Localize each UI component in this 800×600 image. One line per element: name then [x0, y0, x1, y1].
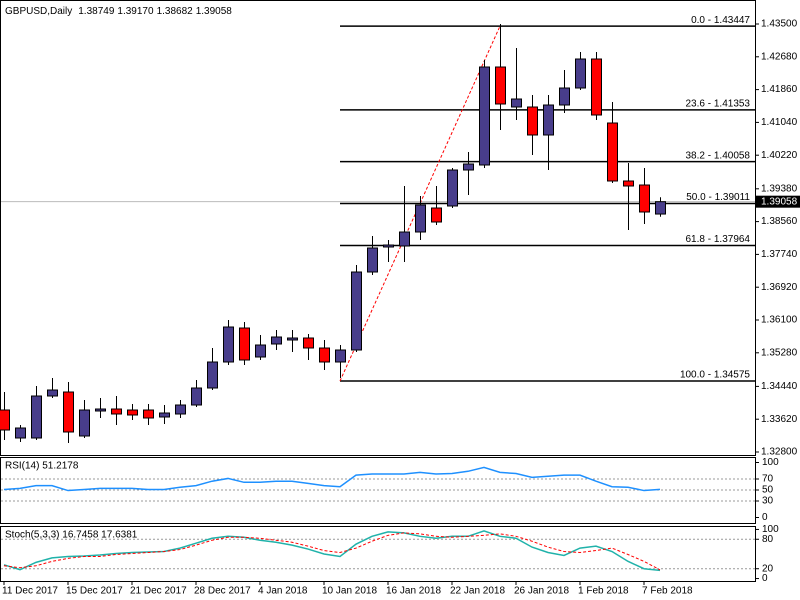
- candle-body: [335, 349, 346, 363]
- x-tick-label: 10 Jan 2018: [322, 586, 377, 597]
- candle-body: [623, 180, 634, 187]
- candle-body: [399, 231, 410, 247]
- x-tick-label: 7 Feb 2018: [642, 586, 693, 597]
- symbol: GBPUSD,Daily: [5, 6, 72, 17]
- x-tick-label: 4 Jan 2018: [258, 586, 308, 597]
- fib-label: 61.8 - 1.37964: [686, 234, 751, 245]
- indicator-title: RSI(14) 51.2178: [5, 461, 79, 472]
- candle-body: [271, 336, 282, 345]
- candle-body: [239, 327, 250, 361]
- indicator-line: [3, 466, 661, 492]
- candle-body: [15, 427, 26, 439]
- fib-label: 23.6 - 1.41353: [686, 99, 751, 110]
- y-tick-label: 1.43500: [761, 19, 798, 30]
- candle-body: [575, 58, 586, 89]
- candle-body: [607, 122, 618, 182]
- candle-body: [95, 408, 106, 412]
- y-tick-label: 50: [762, 485, 774, 496]
- y-tick-label: 1.36920: [761, 282, 798, 293]
- candle-body: [207, 361, 218, 389]
- ohlc-value: 1.39170: [117, 6, 154, 17]
- fib-label: 100.0 - 1.34575: [680, 370, 750, 381]
- candle-body: [143, 409, 154, 419]
- candle-body: [383, 244, 394, 248]
- candle-body: [47, 389, 58, 397]
- candle-body: [655, 201, 666, 215]
- candle-body: [287, 337, 298, 341]
- last-price-label: 1.39058: [761, 196, 798, 207]
- y-tick-label: 1.39380: [761, 183, 798, 194]
- candle-body: [191, 387, 202, 406]
- candle-body: [79, 409, 90, 437]
- fib-label: 50.0 - 1.39011: [686, 192, 750, 203]
- y-tick-label: 1.41040: [761, 117, 798, 128]
- candle-body: [31, 395, 42, 439]
- x-tick-label: 28 Dec 2017: [194, 586, 251, 597]
- last-price-box: [756, 195, 800, 208]
- candle-body: [351, 271, 362, 351]
- x-tick-label: 21 Dec 2017: [130, 586, 187, 597]
- candle-body: [479, 66, 490, 166]
- candle-body: [0, 409, 10, 431]
- y-tick-label: 1.32800: [761, 447, 798, 458]
- ohlc-value: 1.39058: [196, 6, 233, 17]
- candle-body: [559, 87, 570, 106]
- candle-body: [511, 98, 522, 108]
- candle-body: [527, 106, 538, 136]
- y-tick-label: 1.35280: [761, 347, 798, 358]
- y-tick-label: 1.40220: [761, 150, 798, 161]
- ohlc-value: 1.38682: [157, 6, 194, 17]
- candle-body: [111, 408, 122, 415]
- y-tick-label: 0: [762, 512, 768, 523]
- indicator-title: Stoch(5,3,3) 16.7458 17.6381: [5, 530, 138, 541]
- candle-body: [303, 337, 314, 349]
- fib-label: 38.2 - 1.40058: [686, 150, 751, 161]
- y-tick-label: 100: [762, 457, 779, 468]
- fib-label: 0.0 - 1.43447: [691, 15, 750, 26]
- y-tick-label: 80: [762, 534, 774, 545]
- candle-body: [495, 66, 506, 105]
- y-tick-label: 1.42680: [761, 51, 798, 62]
- y-tick-label: 1.38560: [761, 216, 798, 227]
- y-tick-label: 70: [762, 474, 774, 485]
- chart-header: GBPUSD,Daily 1.38749 1.39170 1.38682 1.39058: [5, 6, 232, 17]
- candle-body: [319, 347, 330, 363]
- x-tick-label: 11 Dec 2017: [2, 586, 58, 597]
- y-tick-label: 1.37740: [761, 249, 798, 260]
- candle-body: [63, 391, 74, 433]
- candle-body: [175, 404, 186, 415]
- candle-body: [255, 344, 266, 358]
- panel-frame: [0, 0, 756, 456]
- y-tick-label: 1.33620: [761, 414, 798, 425]
- panel-frame: [0, 526, 756, 582]
- x-tick-label: 16 Jan 2018: [386, 586, 441, 597]
- indicator-line: [3, 532, 661, 571]
- candle-body: [127, 409, 138, 416]
- x-tick-label: 26 Jan 2018: [514, 586, 569, 597]
- candle-body: [463, 163, 474, 171]
- y-tick-label: 20: [762, 563, 774, 574]
- candle-body: [367, 247, 378, 273]
- y-tick-label: 30: [762, 496, 774, 507]
- y-tick-label: 0: [762, 573, 768, 584]
- candle-body: [591, 58, 602, 116]
- candle-body: [431, 207, 442, 223]
- candle-body: [223, 326, 234, 363]
- x-tick-label: 22 Jan 2018: [450, 586, 505, 597]
- y-tick-label: 1.34440: [761, 381, 798, 392]
- y-tick-label: 100: [762, 524, 779, 535]
- candle-body: [639, 184, 650, 213]
- candle-body: [447, 169, 458, 207]
- y-tick-label: 1.41860: [761, 84, 798, 95]
- indicator-line: [3, 530, 661, 572]
- x-tick-label: 15 Dec 2017: [66, 586, 123, 597]
- candle-body: [159, 412, 170, 418]
- candle-body: [543, 104, 554, 136]
- candle-body: [415, 204, 426, 233]
- y-tick-label: 1.36100: [761, 315, 798, 326]
- ohlc-value: 1.38749: [78, 6, 115, 17]
- x-tick-label: 1 Feb 2018: [578, 586, 629, 597]
